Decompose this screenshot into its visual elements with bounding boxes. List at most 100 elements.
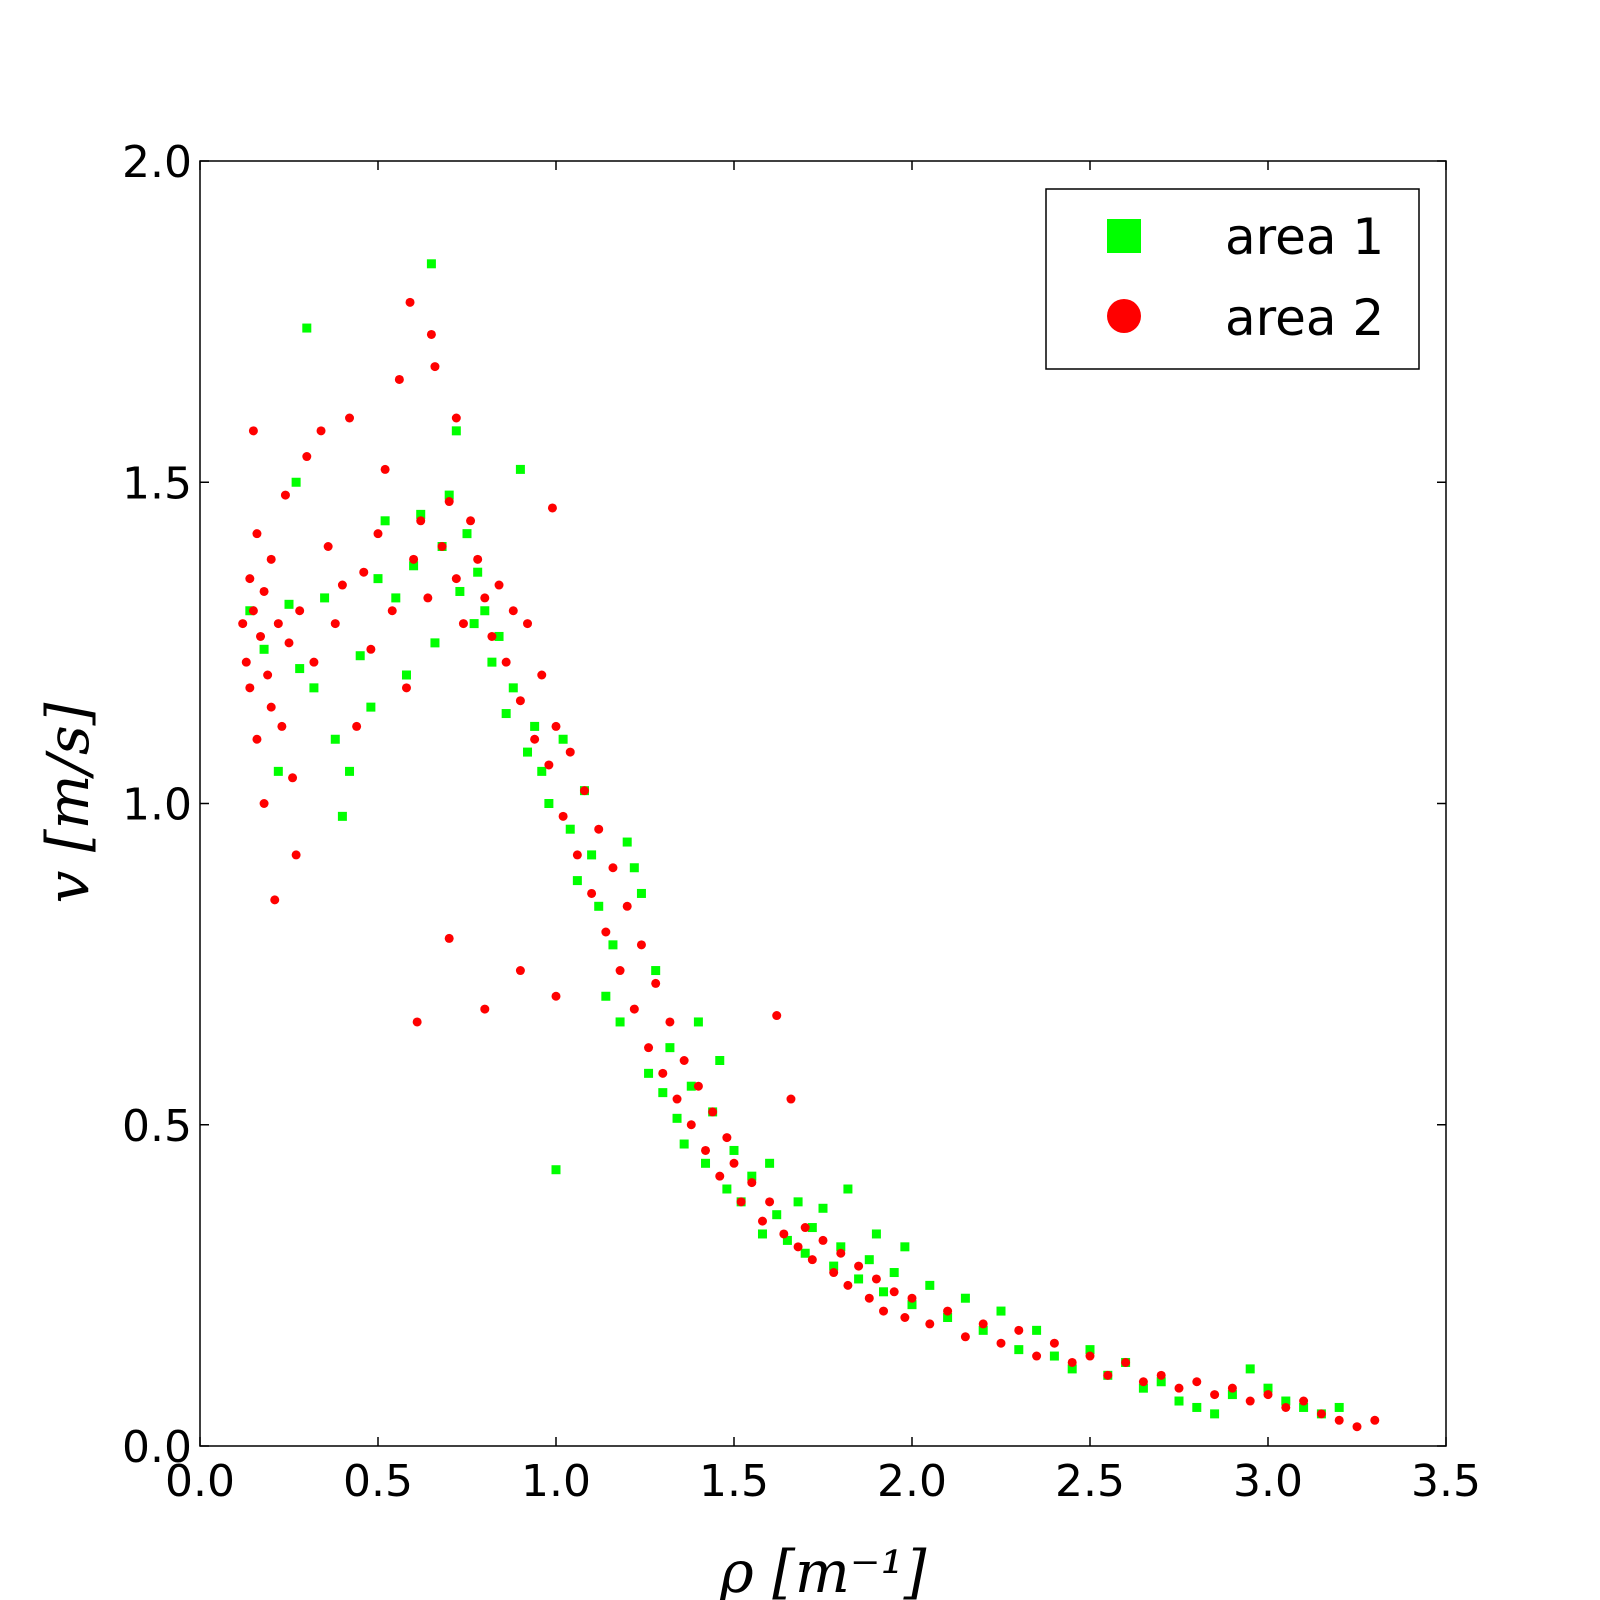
- data-point-area-1: [572, 876, 582, 886]
- data-point-area-1: [943, 1313, 953, 1322]
- data-point-area-2: [551, 991, 561, 1001]
- data-point-area-2: [373, 529, 383, 539]
- data-point-area-2: [359, 567, 369, 577]
- data-point-area-1: [757, 1229, 767, 1239]
- data-point-area-2: [252, 734, 262, 744]
- data-point-area-1: [380, 516, 390, 526]
- data-point-area-2: [854, 1261, 864, 1271]
- data-point-area-1: [337, 811, 347, 821]
- data-point-area-2: [900, 1313, 910, 1322]
- data-point-area-2: [558, 811, 568, 821]
- data-point-area-1: [1299, 1402, 1309, 1412]
- data-point-area-2: [515, 696, 525, 706]
- data-point-area-2: [259, 799, 269, 808]
- data-point-area-2: [736, 1197, 746, 1207]
- data-point-area-2: [871, 1274, 881, 1284]
- data-point-area-2: [412, 1017, 422, 1027]
- data-point-area-1: [558, 734, 568, 744]
- data-point-area-1: [843, 1184, 853, 1194]
- data-point-area-1: [451, 426, 461, 436]
- data-point-area-1: [462, 529, 472, 539]
- data-point-area-2: [494, 580, 504, 590]
- data-point-area-2: [277, 721, 287, 731]
- data-point-area-2: [245, 683, 255, 693]
- data-point-area-2: [401, 683, 411, 693]
- data-point-area-2: [679, 1056, 689, 1065]
- data-point-area-1: [715, 1056, 725, 1065]
- data-point-area-2: [366, 644, 376, 654]
- data-point-area-1: [1192, 1402, 1202, 1412]
- plot-frame: [199, 160, 1447, 1447]
- data-point-area-2: [644, 1043, 654, 1053]
- data-point-area-2: [345, 413, 355, 423]
- data-point-area-1: [259, 644, 269, 654]
- data-point-area-2: [256, 631, 266, 641]
- data-point-area-2: [530, 734, 540, 744]
- data-point-area-1: [871, 1229, 881, 1239]
- data-point-area-1: [629, 863, 639, 873]
- y-axis-label: v [m/s]: [34, 702, 102, 903]
- data-point-area-2: [807, 1255, 817, 1265]
- data-point-area-1: [907, 1300, 917, 1310]
- y-tick-label: 0.0: [122, 1422, 192, 1473]
- data-point-area-2: [416, 516, 426, 526]
- data-point-area-2: [765, 1197, 775, 1207]
- data-point-area-2: [978, 1319, 988, 1329]
- data-point-area-2: [352, 721, 362, 731]
- data-point-area-1: [836, 1242, 846, 1252]
- data-point-area-1: [829, 1261, 839, 1271]
- data-point-area-2: [757, 1216, 767, 1226]
- data-point-area-2: [501, 657, 511, 667]
- data-point-area-2: [270, 895, 280, 905]
- data-point-area-2: [444, 933, 454, 943]
- data-point-area-1: [444, 490, 454, 500]
- x-tick-label: 1.5: [699, 1456, 769, 1507]
- data-point-area-2: [241, 657, 251, 667]
- data-point-area-1: [1067, 1364, 1077, 1374]
- legend-marker-area-2: [1107, 299, 1141, 333]
- data-point-area-1: [1085, 1345, 1095, 1355]
- data-point-area-2: [458, 619, 468, 629]
- data-point-area-1: [284, 599, 294, 609]
- data-point-area-2: [515, 966, 525, 976]
- data-point-area-2: [248, 606, 258, 616]
- data-point-area-1: [747, 1171, 757, 1181]
- data-point-area-2: [747, 1178, 757, 1188]
- data-point-area-1: [455, 586, 465, 596]
- x-axis-label: ρ [m⁻¹]: [719, 1538, 927, 1600]
- data-point-area-2: [1352, 1422, 1362, 1432]
- data-point-area-2: [615, 966, 625, 976]
- data-point-area-2: [405, 297, 415, 307]
- data-point-area-1: [302, 323, 312, 333]
- data-point-area-1: [693, 1017, 703, 1027]
- legend-label-area-1: area 1: [1225, 208, 1384, 266]
- data-point-area-2: [245, 574, 255, 584]
- legend-label-area-2: area 2: [1225, 289, 1384, 347]
- data-point-area-1: [672, 1113, 682, 1123]
- data-point-area-2: [437, 542, 447, 551]
- data-point-area-1: [373, 574, 383, 584]
- data-point-area-1: [978, 1325, 988, 1335]
- data-point-area-2: [572, 850, 582, 860]
- data-point-area-2: [715, 1171, 725, 1181]
- data-point-area-1: [1245, 1364, 1255, 1374]
- data-point-area-1: [494, 631, 504, 641]
- data-point-area-1: [537, 766, 547, 776]
- data-point-area-1: [722, 1184, 732, 1194]
- data-point-area-1: [330, 734, 340, 744]
- x-tick-label: 0.5: [343, 1456, 413, 1507]
- data-point-area-2: [594, 824, 604, 834]
- data-point-area-2: [263, 670, 273, 680]
- data-point-area-2: [1281, 1402, 1291, 1412]
- data-point-area-2: [907, 1293, 917, 1303]
- y-axis-ticks: 0.0 0.5 1.0 1.5 2.0: [122, 137, 1446, 1473]
- data-point-area-2: [1245, 1396, 1255, 1406]
- data-point-area-2: [444, 497, 454, 507]
- data-point-area-1: [355, 651, 365, 661]
- data-point-area-2: [722, 1133, 732, 1143]
- data-point-area-1: [515, 464, 525, 474]
- data-point-area-1: [1263, 1383, 1273, 1393]
- data-point-area-2: [786, 1094, 796, 1104]
- data-point-area-1: [782, 1235, 792, 1245]
